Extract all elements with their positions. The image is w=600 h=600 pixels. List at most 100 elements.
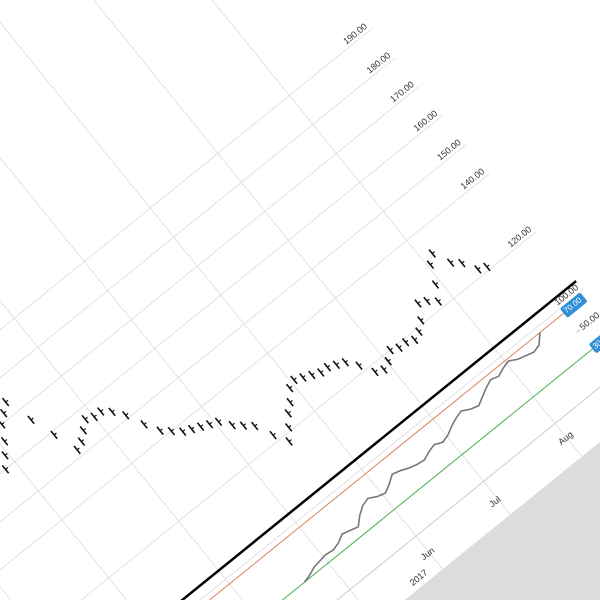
price-tick (170, 428, 175, 432)
price-bar (483, 262, 491, 272)
price-tick (76, 447, 80, 451)
rsi-tick-label: 30.00 (591, 331, 600, 351)
price-tick (93, 414, 97, 418)
grid-line (0, 115, 443, 600)
price-tick (344, 359, 349, 363)
price-tick (143, 422, 147, 425)
price-bar (414, 299, 422, 308)
price-tick (420, 318, 424, 321)
price-bar (380, 365, 388, 374)
price-tick (293, 377, 297, 381)
price-tick (311, 372, 315, 376)
grid-line (0, 0, 238, 600)
panel-separator (0, 280, 577, 600)
rsi-level-line (0, 348, 593, 600)
price-tick (477, 267, 481, 270)
price-tick (82, 428, 87, 431)
price-tick (450, 260, 454, 264)
price-bar (341, 357, 350, 367)
price-tick (461, 260, 465, 264)
price-bar (423, 296, 431, 306)
price-bar (178, 427, 187, 436)
price-tick (289, 385, 293, 389)
grid-line (0, 0, 378, 600)
price-tick (81, 439, 85, 443)
price-tick (289, 399, 293, 403)
price-bar (371, 367, 379, 377)
grid-line (0, 289, 584, 600)
grid-line (0, 112, 98, 600)
grid-line (0, 0, 511, 515)
price-tick (414, 337, 418, 341)
price-tick (374, 369, 378, 373)
price-bar (239, 421, 248, 430)
price-tick (405, 339, 409, 343)
price-tick (5, 467, 9, 470)
price-tick (1, 422, 5, 425)
grid-line (0, 144, 467, 600)
price-tick (327, 364, 331, 368)
grid-line (0, 28, 373, 600)
price-tick (191, 426, 195, 430)
price-tick (431, 251, 435, 254)
price-bar (299, 373, 307, 382)
rsi-line (303, 332, 541, 583)
price-tick (30, 417, 34, 421)
price-tick (218, 419, 222, 423)
price-tick (437, 299, 441, 302)
rsi-badge (589, 328, 600, 353)
price-tick (100, 409, 104, 412)
grid-line (0, 55, 168, 600)
price-tick (53, 432, 57, 436)
x-tick-label: Jun (419, 545, 437, 562)
panel-bottom (0, 356, 600, 600)
price-bar (446, 258, 455, 268)
price-tick (4, 453, 8, 456)
price-tick (254, 423, 258, 427)
grid-line (0, 86, 420, 600)
x-tick-label: Jul (487, 494, 502, 509)
grid-line (0, 57, 396, 600)
price-tick (429, 262, 434, 266)
grid-line (0, 0, 583, 457)
outer-area (0, 163, 600, 600)
price-tick (159, 428, 163, 432)
price-tick (200, 424, 204, 428)
price-tick (389, 347, 393, 351)
price-tick (426, 298, 430, 302)
price-tick (435, 282, 439, 285)
price-tick (3, 410, 7, 414)
price-tick (302, 375, 306, 378)
price-bar (417, 316, 425, 325)
price-tick (320, 370, 324, 374)
rsi-level-line (0, 312, 564, 600)
price-bar (428, 249, 436, 258)
axis-area (67, 0, 600, 586)
price-bar (458, 258, 466, 268)
rsi-badge (560, 293, 587, 318)
price-tick (209, 421, 213, 425)
price-tick (125, 412, 129, 416)
price-tick (182, 429, 186, 433)
price-tick (418, 329, 422, 333)
price-tick (231, 422, 235, 426)
price-tick (486, 264, 490, 268)
price-tick (335, 362, 340, 366)
grid-line (0, 173, 490, 600)
price-tick (84, 416, 88, 420)
price-tick (272, 432, 276, 436)
price-tick (288, 439, 292, 442)
price-tick (288, 425, 292, 428)
price-tick (287, 410, 291, 414)
price-tick (243, 423, 247, 427)
price-tick (398, 345, 402, 349)
price-tick (5, 399, 9, 403)
price-bar (426, 260, 435, 270)
price-tick (111, 409, 115, 413)
grid-line (0, 231, 537, 600)
grid-line (0, 0, 308, 600)
grid-line (0, 0, 444, 570)
price-tick (383, 367, 387, 370)
